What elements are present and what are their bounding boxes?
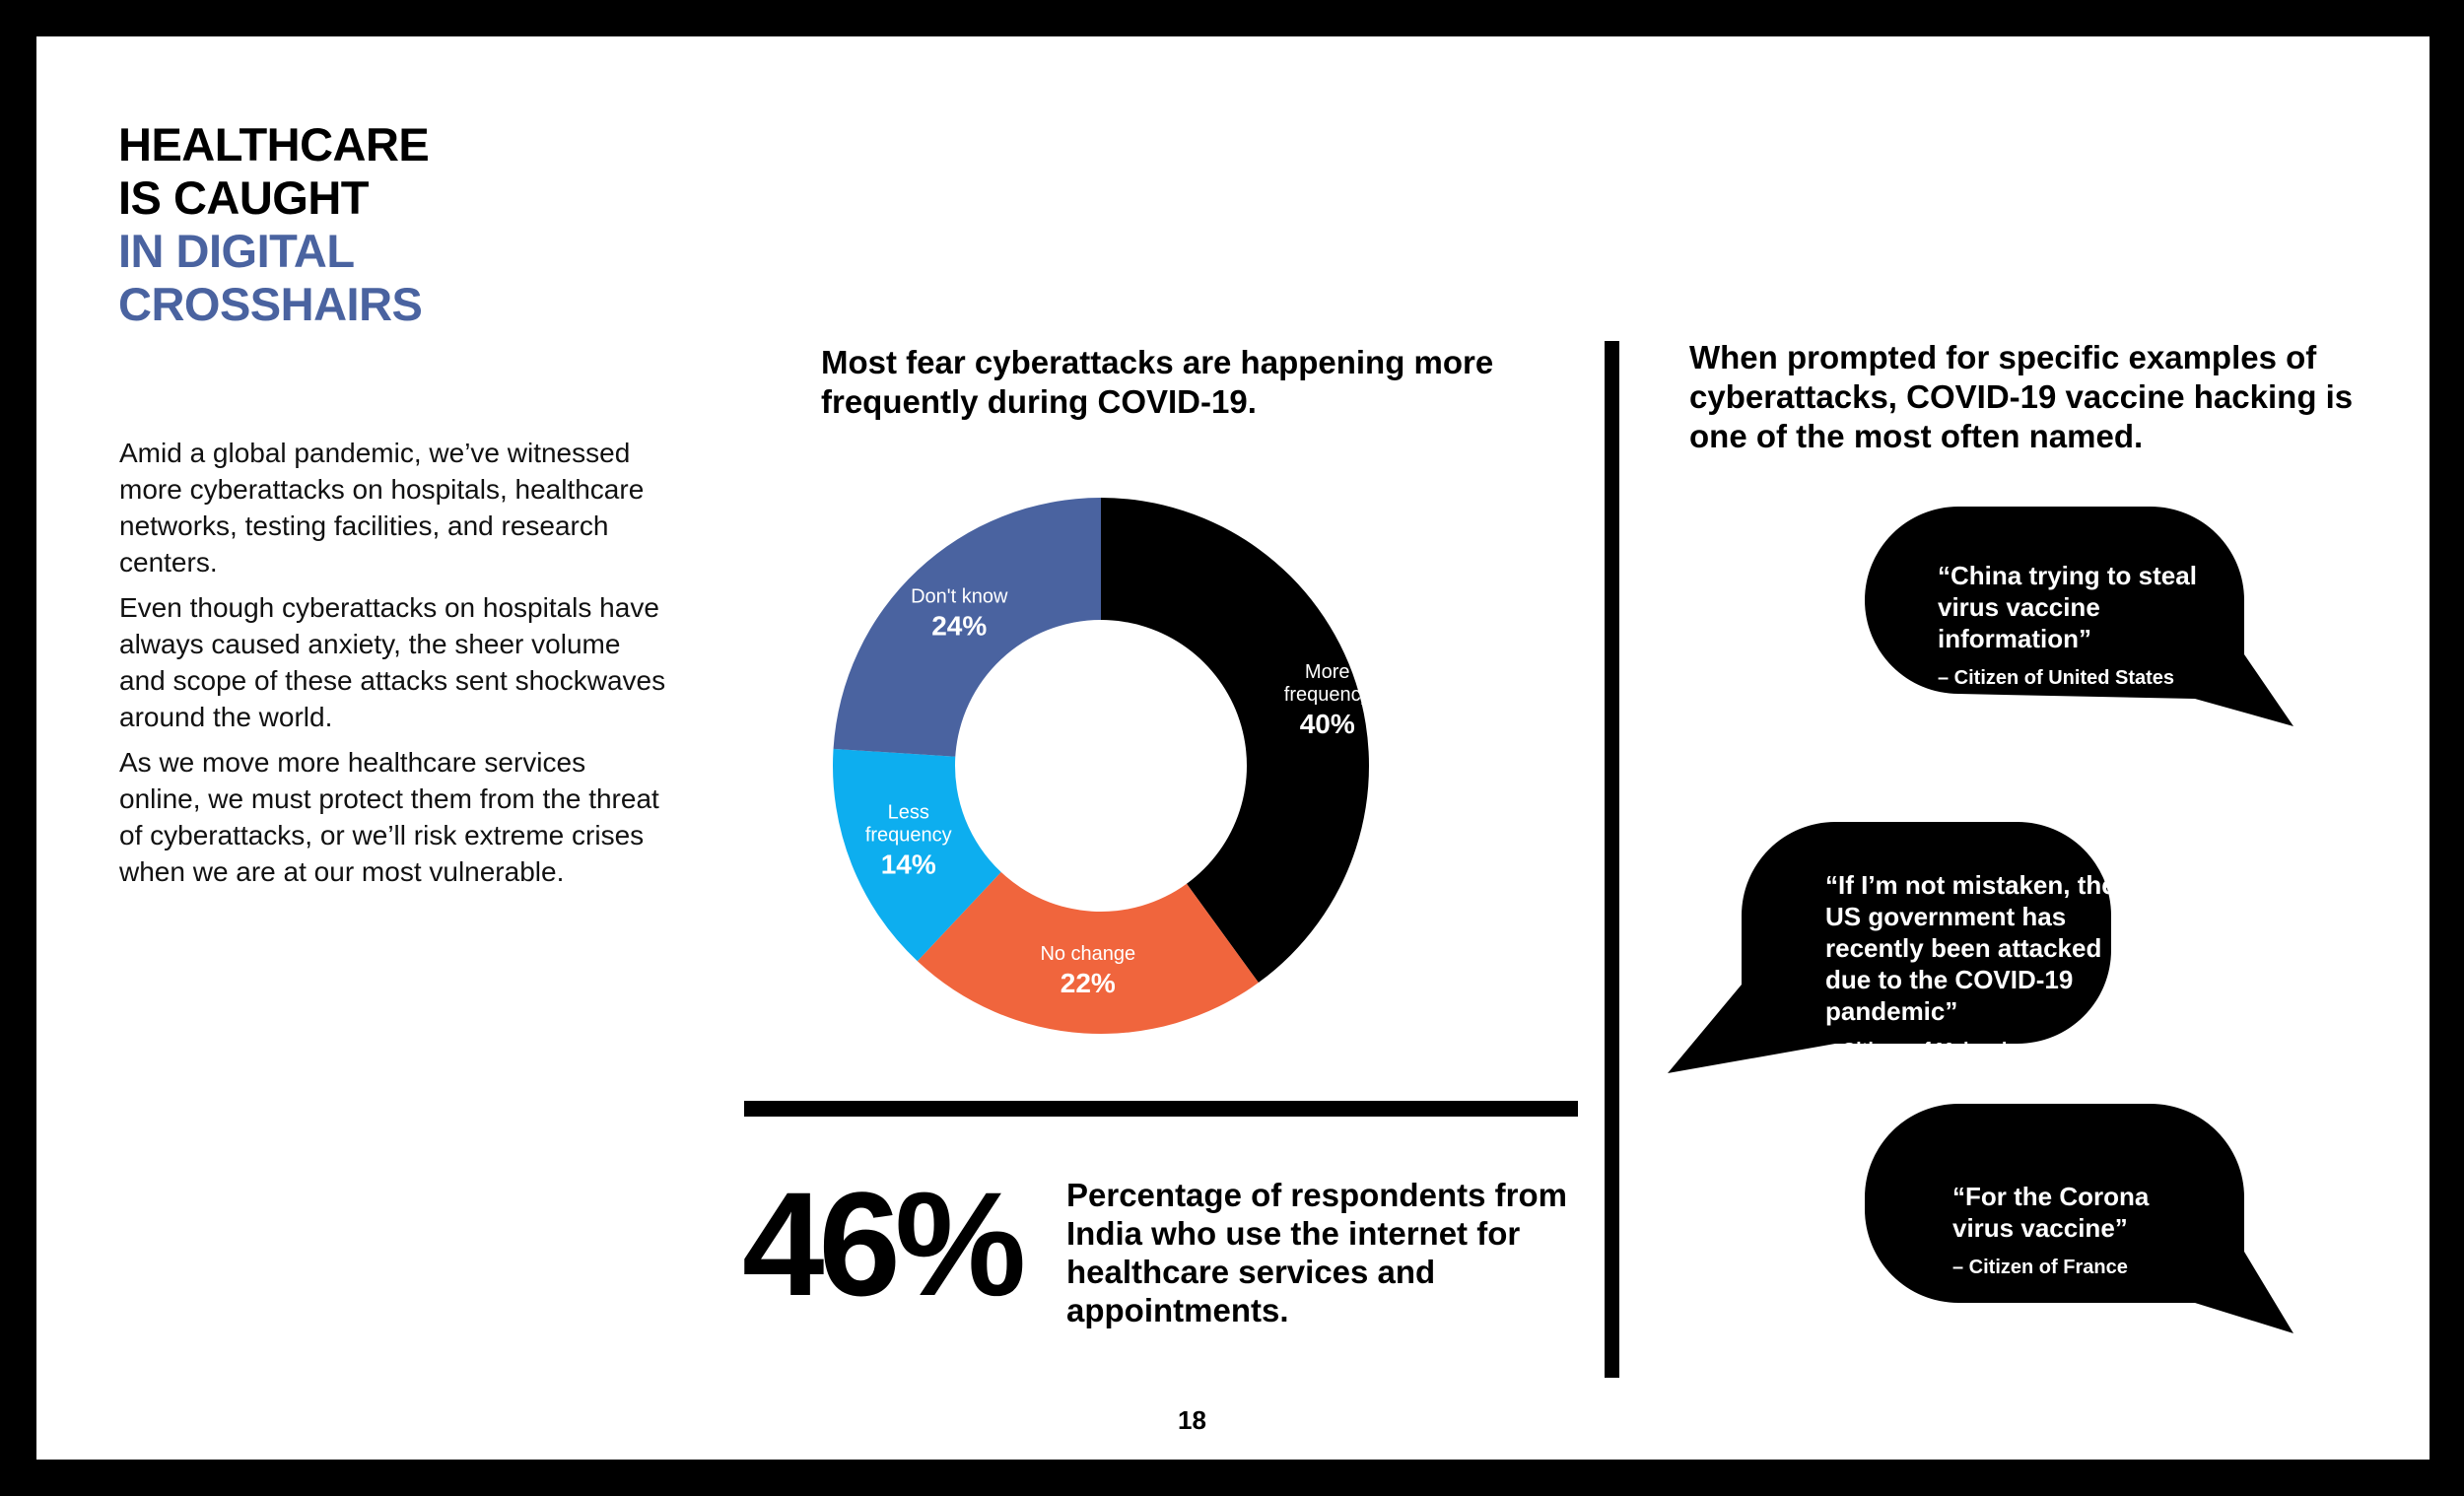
intro-paragraph-3: As we move more healthcare services onli…: [119, 747, 659, 887]
quote-3: “For the Corona virus vaccine” – Citizen…: [1952, 1181, 2209, 1283]
quote-1: “China trying to steal virus vaccine inf…: [1938, 560, 2224, 694]
report-page: HEALTHCARE IS CAUGHT IN DIGITAL CROSSHAI…: [36, 36, 2430, 1460]
speech-bubble-2: “If I’m not mistaken, the US government …: [1668, 822, 2160, 1118]
slice-label: frequency: [1284, 684, 1371, 706]
slice-label: More: [1305, 661, 1350, 683]
quote-2-source: – Citizen of Malaysia: [1825, 1040, 2019, 1061]
slice-value-label: 24%: [931, 610, 987, 641]
quote-1-source: – Citizen of United States: [1938, 667, 2175, 689]
intro-paragraph-1: Amid a global pandemic, we’ve witnessed …: [119, 438, 645, 578]
slice-value-label: 40%: [1300, 709, 1355, 739]
slice-value-label: 22%: [1061, 968, 1116, 998]
donut-slice-less-frequency: [833, 748, 1001, 962]
quote-3-source: – Citizen of France: [1952, 1257, 2128, 1278]
slice-label: Less: [888, 801, 929, 823]
slice-label: No change: [1040, 943, 1135, 965]
intro-text: Amid a global pandemic, we’ve witnessed …: [119, 435, 671, 899]
slice-value-label: 14%: [881, 849, 936, 879]
donut-slice-more-frequency: [1101, 498, 1369, 984]
speech-bubble-3: “For the Corona virus vaccine” – Citizen…: [1865, 1104, 2338, 1419]
title-line-3: IN DIGITAL: [118, 225, 355, 277]
page-title: HEALTHCARE IS CAUGHT IN DIGITAL CROSSHAI…: [118, 118, 430, 331]
quote-3-text: “For the Corona virus vaccine”: [1952, 1182, 2150, 1243]
quote-1-text: “China trying to steal virus vaccine inf…: [1938, 561, 2197, 653]
speech-bubble-shape: [1865, 507, 2293, 726]
speech-bubble-shape: [1668, 822, 2111, 1073]
slice-label: frequency: [865, 824, 952, 846]
donut-slice-no-change: [917, 871, 1259, 1034]
vertical-divider: [1605, 341, 1619, 1378]
stat-value: 46%: [742, 1161, 1026, 1326]
intro-paragraph-2: Even though cyberattacks on hospitals ha…: [119, 592, 666, 732]
donut-slice-don-t-know: [833, 498, 1101, 757]
horizontal-divider: [744, 1101, 1578, 1117]
stat-description: Percentage of respondents from India who…: [1066, 1177, 1567, 1328]
speech-bubble-shape: [1865, 1104, 2293, 1333]
quote-2: “If I’m not mistaken, the US government …: [1825, 869, 2121, 1066]
title-line-1: HEALTHCARE: [118, 118, 430, 170]
page-number: 18: [1178, 1405, 1206, 1435]
quote-2-text: “If I’m not mistaken, the US government …: [1825, 870, 2116, 1026]
speech-bubble-1: “China trying to steal virus vaccine inf…: [1865, 507, 2338, 792]
title-line-2: IS CAUGHT: [118, 171, 370, 224]
quotes-heading: When prompted for specific examples of c…: [1689, 339, 2354, 454]
title-line-4: CROSSHAIRS: [118, 278, 423, 330]
chart-title: Most fear cyberattacks are happening mor…: [821, 344, 1494, 420]
slice-label: Don't know: [911, 585, 1008, 607]
